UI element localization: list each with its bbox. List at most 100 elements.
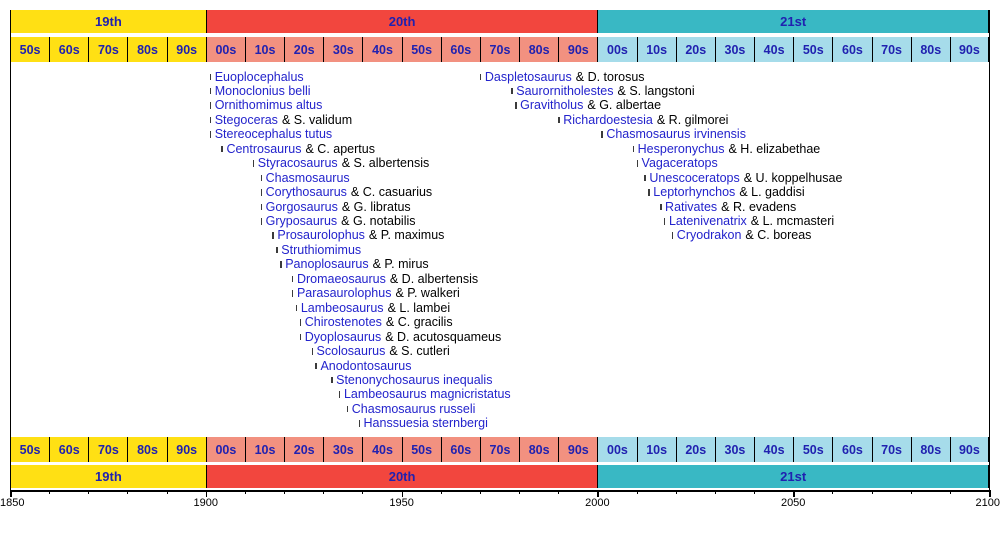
taxon-link[interactable]: Scolosaurus bbox=[316, 344, 386, 359]
taxon-link[interactable]: Styracosaurus bbox=[257, 156, 338, 171]
taxon-link[interactable]: Anodontosaurus bbox=[320, 358, 412, 373]
taxon-link[interactable]: Monoclonius belli bbox=[214, 83, 311, 98]
decade-label: 80s bbox=[137, 442, 158, 457]
decade-cell: 90s bbox=[558, 37, 598, 62]
axis-minor-tick bbox=[49, 490, 51, 494]
taxon-link[interactable]: Dyoplosaurus bbox=[304, 329, 382, 344]
taxon-species-suffix: & C. boreas bbox=[745, 228, 812, 243]
decade-label: 20s bbox=[293, 42, 315, 57]
decade-cell: 50s bbox=[793, 37, 833, 62]
frame-left-border bbox=[10, 10, 11, 490]
taxon-link[interactable]: Stereocephalus tutus bbox=[214, 127, 333, 142]
axis-minor-tick bbox=[558, 490, 560, 494]
decade-label: 70s bbox=[881, 42, 903, 57]
axis-minor-tick bbox=[636, 490, 638, 494]
taxon-link[interactable]: Latenivenatrix bbox=[668, 214, 747, 228]
taxon-entry: Parasaurolophus & P. walkeri bbox=[297, 286, 460, 300]
taxon-entry: Unescoceratops & U. koppelhusae bbox=[649, 171, 842, 185]
axis-year-label: 1850 bbox=[0, 497, 25, 509]
taxon-link[interactable]: Corythosaurus bbox=[265, 185, 347, 200]
decade-label: 30s bbox=[724, 42, 746, 57]
taxon-link[interactable]: Panoplosaurus bbox=[285, 257, 369, 272]
taxon-entry: Cryodrakon & C. boreas bbox=[677, 228, 812, 242]
taxon-link[interactable]: Dromaeosaurus bbox=[296, 271, 386, 286]
taxon-link[interactable]: Daspletosaurus bbox=[484, 69, 572, 84]
year-tick-mark bbox=[346, 405, 349, 413]
decade-cell: 50s bbox=[401, 437, 441, 462]
taxon-species-suffix: & P. maximus bbox=[368, 228, 445, 243]
decade-label: 80s bbox=[920, 42, 942, 57]
century-label: 20th bbox=[388, 14, 416, 29]
taxon-link[interactable]: Centrosaurus bbox=[226, 141, 302, 156]
taxon-entry: Ornithomimus altus bbox=[215, 98, 323, 112]
axis-year-label: 2100 bbox=[975, 497, 1000, 509]
taxon-link[interactable]: Hanssuesia sternbergi bbox=[363, 416, 488, 431]
taxon-entry: Dromaeosaurus & D. albertensis bbox=[297, 272, 478, 286]
axis-minor-tick bbox=[88, 490, 90, 494]
decade-label: 20s bbox=[685, 42, 707, 57]
century-label: 21st bbox=[780, 14, 807, 29]
century-label: 21st bbox=[780, 469, 807, 484]
taxon-link[interactable]: Cryodrakon bbox=[676, 228, 742, 243]
taxon-link[interactable]: Rativates bbox=[665, 199, 718, 214]
decade-cell: 10s bbox=[244, 437, 285, 462]
taxon-link[interactable]: Richardoestesia bbox=[563, 112, 653, 127]
decade-cell: 70s bbox=[871, 37, 911, 62]
taxon-link[interactable]: Gravitholus bbox=[520, 98, 584, 113]
taxon-species-suffix: & C. gracilis bbox=[385, 315, 453, 330]
year-tick-mark bbox=[209, 102, 212, 109]
decade-label: 40s bbox=[763, 42, 785, 57]
taxon-link[interactable]: Unescoceratops bbox=[649, 170, 740, 185]
taxon-link[interactable]: Vagaceratops bbox=[641, 156, 718, 171]
decade-label: 60s bbox=[450, 442, 472, 457]
taxon-link[interactable]: Euoplocephalus bbox=[214, 69, 304, 84]
taxon-link[interactable]: Lambeosaurus bbox=[300, 300, 384, 315]
taxon-link[interactable]: Stegoceras bbox=[214, 112, 278, 127]
axis-minor-tick bbox=[166, 490, 168, 494]
century-cell: 21st bbox=[597, 465, 989, 488]
taxon-link[interactable]: Saurornitholestes bbox=[516, 83, 614, 98]
taxon-link[interactable]: Chasmosaurus russeli bbox=[351, 401, 476, 416]
taxon-link[interactable]: Chirostenotes bbox=[304, 315, 382, 330]
taxon-link[interactable]: Prosaurolophus bbox=[277, 228, 365, 243]
taxon-entry: Vagaceratops bbox=[642, 156, 718, 170]
year-tick-mark bbox=[511, 87, 513, 95]
decade-cell: 80s bbox=[127, 37, 167, 62]
taxon-link[interactable]: Gorgosaurus bbox=[265, 199, 338, 214]
taxon-entry: Leptorhynchos & L. gaddisi bbox=[653, 185, 804, 199]
taxon-link[interactable]: Parasaurolophus bbox=[296, 286, 392, 301]
axis-major-tick bbox=[989, 490, 991, 497]
taxon-entry: Panoplosaurus & P. mirus bbox=[285, 257, 428, 271]
year-tick-mark bbox=[660, 203, 662, 211]
taxon-species-suffix: & D. albertensis bbox=[389, 271, 479, 286]
decade-cell: 60s bbox=[832, 37, 872, 62]
decade-label: 80s bbox=[528, 42, 550, 57]
taxon-entry: Anodontosaurus bbox=[320, 359, 411, 373]
decade-label: 60s bbox=[842, 442, 863, 457]
year-tick-mark bbox=[663, 218, 666, 225]
taxon-species-suffix: & S. cutleri bbox=[389, 344, 450, 359]
year-tick-mark bbox=[295, 304, 298, 312]
axis-minor-tick bbox=[949, 490, 951, 494]
year-tick-mark bbox=[209, 131, 212, 138]
axis-minor-tick bbox=[440, 490, 442, 494]
decade-label: 70s bbox=[489, 42, 511, 57]
taxon-link[interactable]: Lambeosaurus magnicristatus bbox=[343, 387, 511, 402]
taxon-link[interactable]: Chasmosaurus bbox=[265, 170, 350, 185]
axis-minor-tick bbox=[519, 490, 521, 494]
decade-cell: 90s bbox=[949, 37, 989, 62]
year-tick-mark bbox=[358, 420, 361, 427]
decade-cell: 20s bbox=[284, 437, 324, 462]
taxon-link[interactable]: Chasmosaurus irvinensis bbox=[606, 127, 746, 142]
taxon-link[interactable]: Hesperonychus bbox=[637, 141, 725, 156]
taxon-link[interactable]: Stenonychosaurus inequalis bbox=[336, 372, 493, 387]
taxon-entry: Centrosaurus & C. apertus bbox=[226, 142, 375, 156]
taxon-link[interactable]: Ornithomimus altus bbox=[214, 98, 323, 113]
year-tick-mark bbox=[209, 116, 212, 124]
taxon-link[interactable]: Leptorhynchos bbox=[653, 185, 736, 200]
taxon-link[interactable]: Gryposaurus bbox=[265, 214, 338, 228]
century-cell: 19th bbox=[10, 10, 206, 33]
taxon-link[interactable]: Struthiomimus bbox=[281, 242, 362, 257]
taxon-species-suffix: & D. torosus bbox=[575, 69, 645, 84]
decade-cell: 40s bbox=[754, 437, 794, 462]
